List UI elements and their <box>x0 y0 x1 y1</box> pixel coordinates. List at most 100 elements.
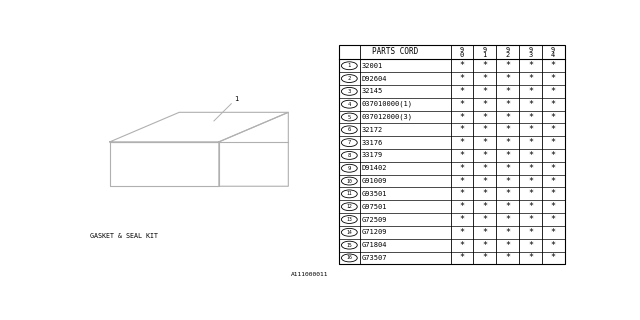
Text: *: * <box>482 215 487 224</box>
Text: 3: 3 <box>528 52 532 58</box>
Text: D92604: D92604 <box>362 76 387 82</box>
Circle shape <box>341 190 357 198</box>
Text: *: * <box>528 151 533 160</box>
Text: *: * <box>528 61 533 70</box>
Text: *: * <box>482 164 487 173</box>
Text: 037010000(1): 037010000(1) <box>362 101 413 108</box>
Text: *: * <box>460 177 465 186</box>
Text: 9: 9 <box>483 47 487 53</box>
Text: *: * <box>460 100 465 109</box>
Text: *: * <box>528 215 533 224</box>
Text: *: * <box>505 74 510 83</box>
Text: *: * <box>550 74 556 83</box>
Text: *: * <box>550 241 556 250</box>
Text: *: * <box>550 87 556 96</box>
Text: 1: 1 <box>348 63 351 68</box>
Text: *: * <box>505 215 510 224</box>
Circle shape <box>341 139 357 147</box>
Text: *: * <box>460 215 465 224</box>
Text: *: * <box>528 228 533 237</box>
Circle shape <box>341 126 357 134</box>
Text: 32172: 32172 <box>362 127 383 133</box>
Text: *: * <box>482 189 487 198</box>
Text: 4: 4 <box>348 102 351 107</box>
Text: *: * <box>550 100 556 109</box>
Text: PARTS CORD: PARTS CORD <box>372 47 418 56</box>
Text: *: * <box>460 202 465 211</box>
Text: *: * <box>460 241 465 250</box>
Text: 11: 11 <box>346 191 352 196</box>
Circle shape <box>341 100 357 108</box>
Text: *: * <box>550 125 556 134</box>
Text: GASKET & SEAL KIT: GASKET & SEAL KIT <box>90 233 158 239</box>
Text: 9: 9 <box>528 47 532 53</box>
Text: *: * <box>460 113 465 122</box>
Text: 9: 9 <box>551 47 556 53</box>
Text: *: * <box>505 253 510 262</box>
Text: A111000011: A111000011 <box>291 272 328 277</box>
Text: G71804: G71804 <box>362 242 387 248</box>
Text: 1: 1 <box>234 96 238 102</box>
Text: 1: 1 <box>483 52 487 58</box>
Circle shape <box>341 177 357 185</box>
Text: *: * <box>460 125 465 134</box>
Text: *: * <box>550 113 556 122</box>
Text: *: * <box>482 125 487 134</box>
Text: *: * <box>528 138 533 147</box>
Text: *: * <box>505 202 510 211</box>
Text: 13: 13 <box>346 217 352 222</box>
Text: *: * <box>550 202 556 211</box>
Text: *: * <box>482 113 487 122</box>
Text: *: * <box>482 151 487 160</box>
Text: *: * <box>482 74 487 83</box>
Text: *: * <box>528 164 533 173</box>
Text: *: * <box>550 61 556 70</box>
Text: 9: 9 <box>460 47 464 53</box>
Text: *: * <box>505 228 510 237</box>
Text: 32145: 32145 <box>362 88 383 94</box>
Circle shape <box>341 216 357 223</box>
Bar <box>339 44 564 264</box>
Circle shape <box>341 151 357 159</box>
Text: *: * <box>460 74 465 83</box>
Text: *: * <box>482 61 487 70</box>
Circle shape <box>341 75 357 83</box>
Text: *: * <box>528 87 533 96</box>
Circle shape <box>341 164 357 172</box>
Text: *: * <box>528 74 533 83</box>
Text: 7: 7 <box>348 140 351 145</box>
Text: 16: 16 <box>346 255 352 260</box>
Text: *: * <box>505 138 510 147</box>
Text: *: * <box>528 125 533 134</box>
Circle shape <box>341 203 357 211</box>
Text: *: * <box>505 189 510 198</box>
Text: *: * <box>460 189 465 198</box>
Text: *: * <box>528 253 533 262</box>
Text: G91009: G91009 <box>362 178 387 184</box>
Text: *: * <box>505 177 510 186</box>
Text: 0: 0 <box>460 52 464 58</box>
Text: 3: 3 <box>348 89 351 94</box>
Text: *: * <box>505 125 510 134</box>
Text: *: * <box>528 241 533 250</box>
Text: *: * <box>482 228 487 237</box>
Text: 5: 5 <box>348 115 351 119</box>
Text: *: * <box>528 202 533 211</box>
Text: G73507: G73507 <box>362 255 387 261</box>
Text: *: * <box>482 138 487 147</box>
Text: 2: 2 <box>506 52 509 58</box>
Text: *: * <box>460 253 465 262</box>
Text: D91402: D91402 <box>362 165 387 171</box>
Text: 037012000(3): 037012000(3) <box>362 114 413 120</box>
Text: *: * <box>505 100 510 109</box>
Text: 9: 9 <box>348 166 351 171</box>
Text: 4: 4 <box>551 52 556 58</box>
Text: 8: 8 <box>348 153 351 158</box>
Text: *: * <box>460 164 465 173</box>
Text: *: * <box>550 164 556 173</box>
Text: *: * <box>460 151 465 160</box>
Text: *: * <box>550 151 556 160</box>
Text: 33179: 33179 <box>362 152 383 158</box>
Circle shape <box>341 87 357 95</box>
Circle shape <box>341 241 357 249</box>
